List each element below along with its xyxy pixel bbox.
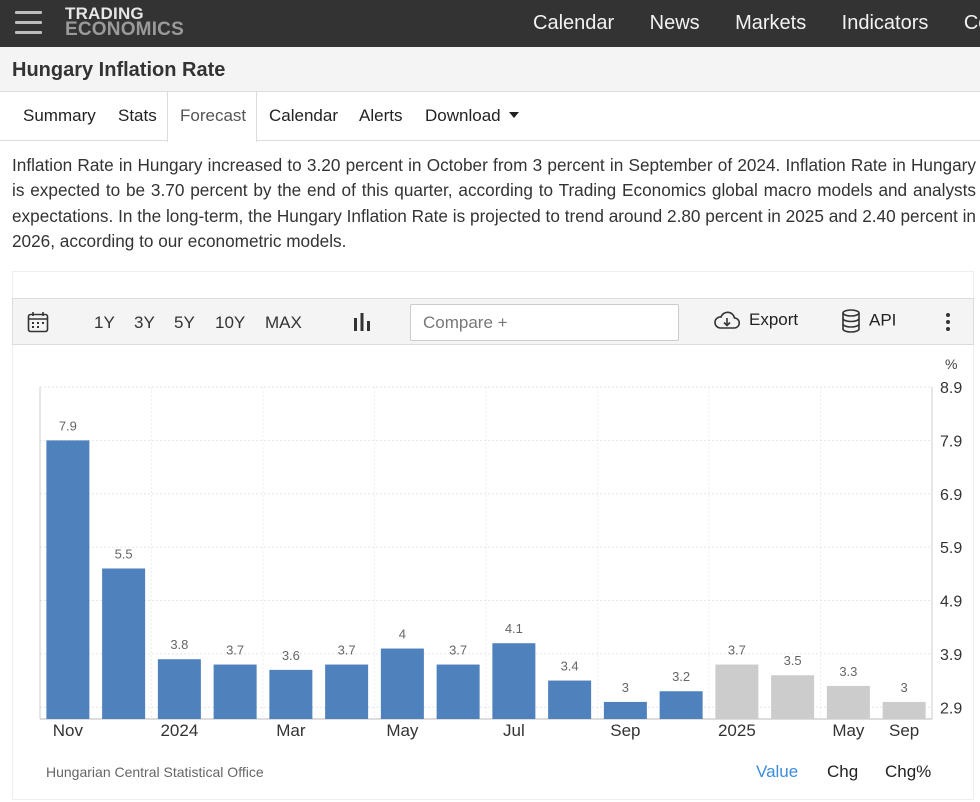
forecast-bar <box>771 675 815 719</box>
data-source-label: Hungarian Central Statistical Office <box>46 764 264 780</box>
title-bar: Hungary Inflation Rate <box>0 47 980 92</box>
data-bar <box>492 643 536 719</box>
data-bar <box>436 664 480 719</box>
chevron-down-icon <box>508 112 519 119</box>
tab-alerts[interactable]: Alerts <box>359 106 403 125</box>
y-tick-label: 8.9 <box>940 380 962 397</box>
nav-markets[interactable]: Markets <box>735 12 807 34</box>
data-bar <box>659 691 703 719</box>
api-button[interactable]: API <box>841 309 896 333</box>
y-tick-label: 6.9 <box>940 487 962 504</box>
cloud-download-icon <box>714 311 741 329</box>
range-1y-button[interactable]: 1Y <box>94 313 115 332</box>
chart-toolbar: 1Y 3Y 5Y 10Y MAX Export API <box>12 298 974 345</box>
tab-download[interactable]: Download <box>425 92 519 141</box>
y-unit-label: % <box>945 356 957 372</box>
y-tick-label: 3.9 <box>940 647 962 664</box>
data-label: 3 <box>622 680 629 695</box>
tab-stats[interactable]: Stats <box>118 106 157 125</box>
tab-forecast[interactable]: Forecast <box>167 92 257 142</box>
x-tick-label: Nov <box>53 721 84 740</box>
data-label: 4 <box>399 627 406 642</box>
range-max-button[interactable]: MAX <box>265 313 302 332</box>
data-bar <box>548 680 592 719</box>
inflation-bar-chart: 2.9 3.9 4.9 5.9 6.9 7.9 8.9% 7.9 5.5 3.8 3.7 3.6 3.7… <box>39 356 962 740</box>
value-toggle-button[interactable]: Value <box>756 762 799 781</box>
x-tick-label: Mar <box>276 721 306 740</box>
nav-indicators[interactable]: Indicators <box>841 12 929 34</box>
data-label: 3.3 <box>839 664 857 679</box>
logo-line2: ECONOMICS <box>65 19 184 40</box>
data-label: 3.5 <box>784 653 802 668</box>
trading-economics-logo[interactable]: TRADING ECONOMICS <box>65 4 184 40</box>
data-label: 3.7 <box>226 643 244 658</box>
chart-container <box>12 271 974 800</box>
nav-news[interactable]: News <box>649 12 700 34</box>
tab-calendar[interactable]: Calendar <box>269 106 338 125</box>
forecast-bar <box>882 701 926 719</box>
y-tick-label: 4.9 <box>940 594 962 611</box>
data-label: 3.7 <box>728 643 746 658</box>
y-tick-label: 2.9 <box>940 700 962 717</box>
x-tick-label: Sep <box>889 721 919 740</box>
data-bar <box>325 664 369 719</box>
x-tick-label: Sep <box>610 721 640 740</box>
data-bar <box>380 648 424 719</box>
x-tick-label: May <box>832 721 865 740</box>
data-label: 3.7 <box>449 643 467 658</box>
more-options-icon[interactable] <box>946 313 952 333</box>
nav-calendar[interactable]: Calendar <box>533 12 615 34</box>
data-bar <box>269 669 313 719</box>
description-text: Inflation Rate in Hungary increased to 3… <box>12 155 976 251</box>
bar-chart-icon[interactable] <box>353 312 371 337</box>
api-label: API <box>869 310 897 330</box>
export-button[interactable]: Export <box>713 310 798 331</box>
range-10y-button[interactable]: 10Y <box>215 313 246 332</box>
range-5y-button[interactable]: 5Y <box>174 313 195 332</box>
x-tick-label: 2025 <box>718 721 756 740</box>
forecast-bar <box>715 664 759 719</box>
tab-download-label: Download <box>425 106 501 125</box>
main-nav: Calendar News Markets Indicators Commodi… <box>533 12 980 35</box>
top-navigation-bar: TRADING ECONOMICS Calendar News Markets … <box>0 0 980 47</box>
x-tick-label: May <box>386 721 419 740</box>
data-bar <box>102 568 146 719</box>
data-label: 3 <box>901 680 908 695</box>
page-title: Hungary Inflation Rate <box>12 59 226 81</box>
forecast-bar <box>826 685 870 719</box>
data-label: 3.4 <box>561 659 579 674</box>
data-bar <box>46 440 90 719</box>
data-label: 5.5 <box>115 546 133 561</box>
logo-line1: TRADING <box>65 4 144 23</box>
data-bar <box>157 659 201 719</box>
calendar-icon[interactable] <box>27 311 49 338</box>
data-bar <box>213 664 257 719</box>
y-tick-label: 7.9 <box>940 433 962 450</box>
y-tick-label: 5.9 <box>940 540 962 557</box>
data-label: 3.6 <box>282 648 300 663</box>
tab-bar: Summary Stats Forecast Calendar Alerts D… <box>0 92 980 142</box>
data-label: 3.2 <box>672 669 690 684</box>
change-toggle-button[interactable]: Chg <box>827 762 859 781</box>
data-label: 3.8 <box>170 637 188 652</box>
x-tick-label: 2024 <box>160 721 198 740</box>
data-bar <box>603 701 647 719</box>
database-icon <box>842 309 860 333</box>
data-label: 3.7 <box>338 643 356 658</box>
data-label: 4.1 <box>505 621 523 636</box>
menu-icon[interactable] <box>15 11 42 34</box>
x-tick-label: Jul <box>503 721 525 740</box>
change-percent-toggle-button[interactable]: Chg% <box>885 762 932 781</box>
tab-summary[interactable]: Summary <box>23 106 96 125</box>
data-label: 7.9 <box>59 418 77 433</box>
export-label: Export <box>749 310 799 329</box>
compare-input[interactable] <box>410 304 679 341</box>
range-3y-button[interactable]: 3Y <box>134 313 155 332</box>
nav-commodities[interactable]: Commodities <box>963 12 980 34</box>
